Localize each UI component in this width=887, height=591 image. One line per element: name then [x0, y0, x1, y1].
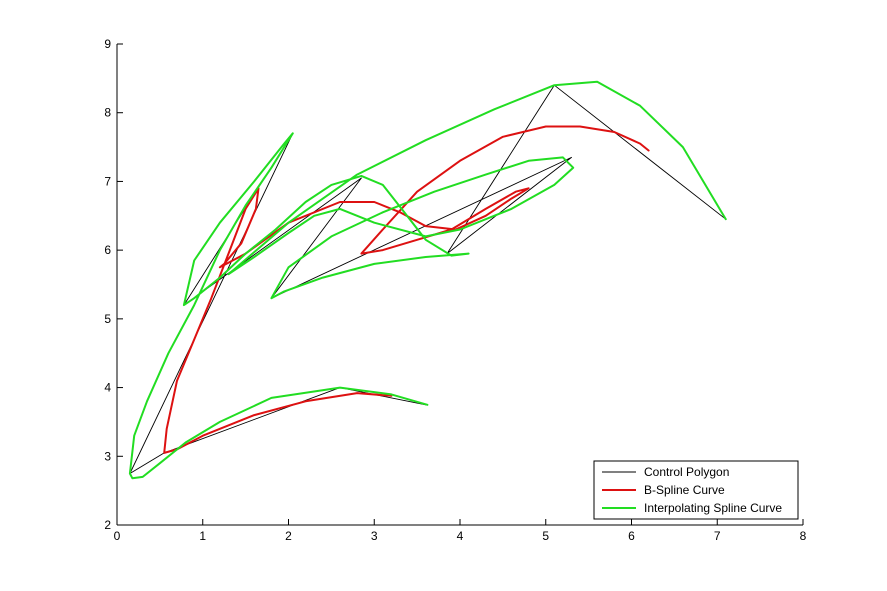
x-tick-label: 2 [285, 529, 292, 543]
series-layer [128, 80, 727, 480]
y-tick-label: 5 [104, 312, 111, 326]
series-line-2 [163, 125, 650, 454]
x-tick-label: 3 [371, 529, 378, 543]
y-tick-label: 4 [104, 381, 111, 395]
x-tick-label: 1 [199, 529, 206, 543]
x-tick-label: 0 [114, 529, 121, 543]
plot-background [117, 44, 803, 525]
y-tick-label: 8 [104, 106, 111, 120]
x-tick-label: 4 [457, 529, 464, 543]
x-tick-label: 7 [714, 529, 721, 543]
y-tick-label: 9 [104, 37, 111, 51]
x-tick-label: 5 [542, 529, 549, 543]
legend-label-3: Interpolating Spline Curve [644, 501, 782, 515]
plot-area [117, 44, 803, 525]
x-tick-label: 6 [628, 529, 635, 543]
y-tick-label: 2 [104, 518, 111, 532]
x-tick-label: 8 [800, 529, 807, 543]
y-tick-label: 6 [104, 243, 111, 257]
y-tick-label: 3 [104, 449, 111, 463]
legend-label-1: Control Polygon [644, 465, 729, 479]
legend-label-2: B-Spline Curve [644, 483, 725, 497]
axes-layer: 0 1 2 3 4 5 6 7 8 2 3 4 5 6 7 8 9 [104, 37, 806, 543]
series-line-3 [128, 80, 727, 480]
y-tick-label: 7 [104, 174, 111, 188]
legend: Control Polygon B-Spline Curve Interpolati… [593, 460, 799, 520]
